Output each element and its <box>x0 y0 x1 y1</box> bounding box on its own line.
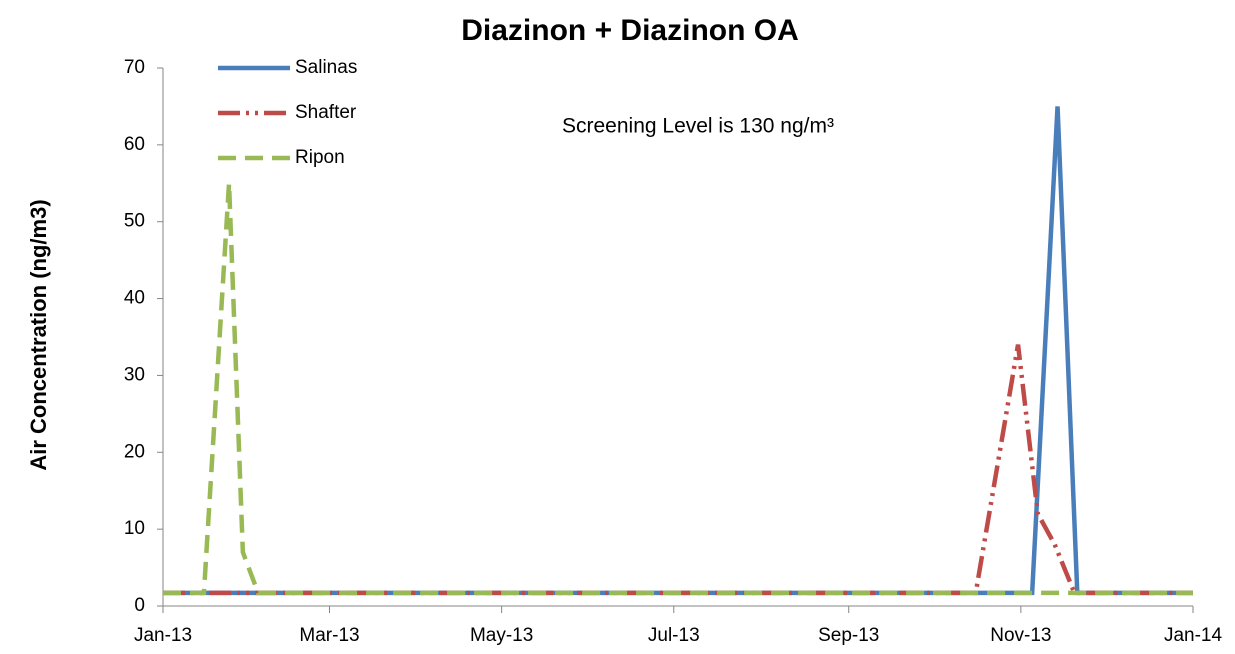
legend-label: Shafter <box>295 102 357 123</box>
x-tick-label: Jan-13 <box>134 625 192 646</box>
x-tick-label: May-13 <box>470 625 533 646</box>
series-line <box>163 183 1193 596</box>
annotation: Screening Level is 130 ng/m³ <box>562 115 834 138</box>
y-tick-label: 40 <box>124 288 145 309</box>
y-axis-label: Air Concentration (ng/m3) <box>26 199 51 470</box>
legend-label: Salinas <box>295 57 357 78</box>
x-tick-label: Mar-13 <box>299 625 359 646</box>
y-tick-label: 0 <box>134 595 145 616</box>
x-tick-label: Sep-13 <box>818 625 879 646</box>
legend-label: Ripon <box>295 147 345 168</box>
y-tick-label: 30 <box>124 364 145 385</box>
x-tick-label: Jul-13 <box>648 625 700 646</box>
x-tick-label: Jan-14 <box>1164 625 1223 646</box>
y-tick-label: 60 <box>124 134 145 155</box>
series-line <box>163 106 1193 596</box>
y-tick-label: 50 <box>124 211 145 232</box>
y-tick-label: 70 <box>124 57 145 78</box>
x-tick-label: Nov-13 <box>990 625 1051 646</box>
y-tick-label: 10 <box>124 518 145 539</box>
chart-title: Diazinon + Diazinon OA <box>461 14 799 47</box>
y-tick-label: 20 <box>124 441 145 462</box>
